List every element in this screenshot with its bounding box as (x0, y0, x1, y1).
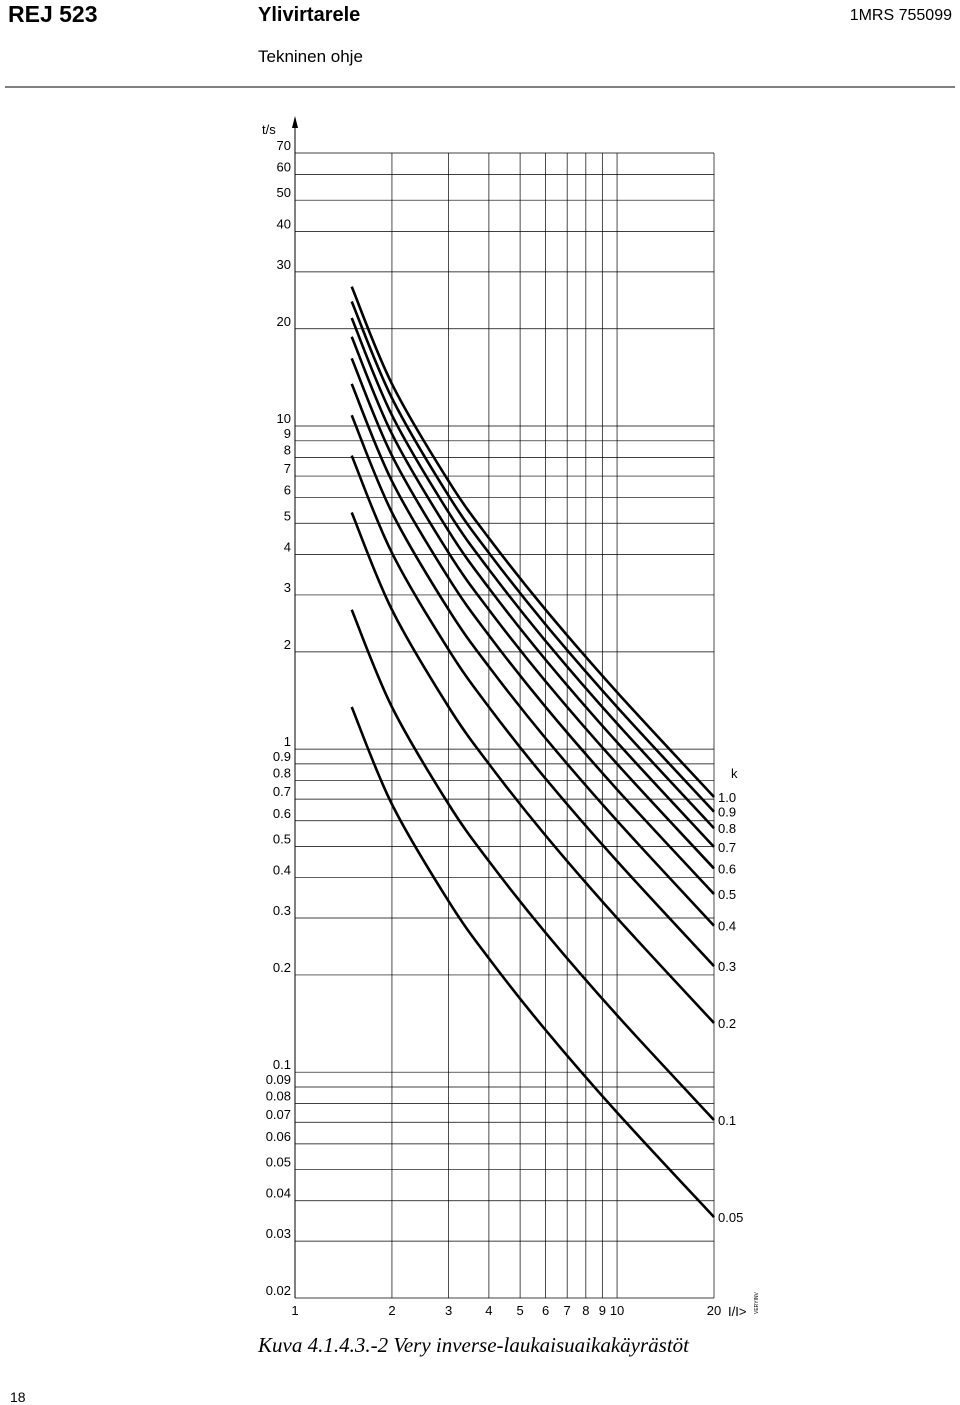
y-tick-label: 0.4 (273, 863, 291, 878)
x-tick-label: 6 (542, 1303, 549, 1318)
product: REJ 523 (8, 1, 98, 27)
y-tick-label: 3 (284, 580, 291, 595)
legend-label: 0.5 (718, 887, 736, 902)
y-tick-label: 1 (284, 734, 291, 749)
y-tick-label: 0.2 (273, 960, 291, 975)
y-tick-label: 0.06 (266, 1129, 291, 1144)
caption: Kuva 4.1.4.3.-2 Very inverse-laukaisuaik… (257, 1333, 690, 1357)
y-tick-label: 60 (277, 160, 291, 175)
legend-label: 0.7 (718, 840, 736, 855)
y-tick-label: 0.04 (266, 1186, 291, 1201)
y-axis-label: t/s (262, 122, 276, 137)
y-tick-label: 7 (284, 461, 291, 476)
legend-label: 0.1 (718, 1113, 736, 1128)
page-number: 18 (10, 1389, 26, 1405)
x-tick-label: 9 (599, 1303, 606, 1318)
curve (350, 706, 715, 1218)
curve (350, 511, 715, 1024)
y-tick-label: 0.09 (266, 1072, 291, 1087)
curve (350, 300, 715, 813)
chart: 706050403020109876543210.90.80.70.60.50.… (262, 116, 760, 1319)
curve (350, 609, 715, 1121)
y-tick-label: 2 (284, 637, 291, 652)
y-tick-label: 0.05 (266, 1154, 291, 1169)
figure-code: VERYINV (754, 1291, 760, 1314)
curve (350, 286, 715, 798)
legend-label: 0.4 (718, 919, 736, 934)
x-tick-label: 10 (610, 1303, 624, 1318)
legend-label: 0.9 (718, 805, 736, 820)
y-tick-label: 5 (284, 508, 291, 523)
y-tick-label: 9 (284, 426, 291, 441)
x-tick-label: 8 (582, 1303, 589, 1318)
y-tick-label: 40 (277, 217, 291, 232)
doc-title: Ylivirtarele (258, 4, 360, 26)
legend-label: 0.6 (718, 862, 736, 877)
y-tick-label: 4 (284, 540, 291, 555)
y-tick-label: 8 (284, 442, 291, 457)
y-tick-label: 50 (277, 185, 291, 200)
y-tick-label: 0.1 (273, 1057, 291, 1072)
y-tick-label: 0.9 (273, 749, 291, 764)
y-tick-label: 6 (284, 483, 291, 498)
y-tick-label: 30 (277, 257, 291, 272)
curve (350, 357, 715, 870)
doc-id: 1MRS 755099 (850, 7, 952, 24)
legend-label: 0.2 (718, 1016, 736, 1031)
x-axis-label: I/I> (728, 1304, 746, 1319)
y-tick-label: 0.6 (273, 806, 291, 821)
x-tick-label: 20 (707, 1303, 721, 1318)
legend-label: 0.3 (718, 959, 736, 974)
x-tick-label: 4 (485, 1303, 492, 1318)
y-tick-label: 10 (277, 411, 291, 426)
y-tick-label: 0.5 (273, 831, 291, 846)
curve (350, 383, 715, 895)
y-tick-label: 0.7 (273, 784, 291, 799)
y-tick-label: 0.03 (266, 1226, 291, 1241)
y-tick-label: 70 (277, 138, 291, 153)
y-axis-arrow (292, 116, 298, 128)
curve (350, 414, 715, 927)
x-tick-label: 5 (516, 1303, 523, 1318)
y-tick-label: 0.8 (273, 765, 291, 780)
curve (350, 317, 715, 830)
x-tick-label: 2 (388, 1303, 395, 1318)
legend-label: 0.8 (718, 821, 736, 836)
legend-label: 1.0 (718, 790, 736, 805)
doc-subtitle: Tekninen ohje (258, 47, 363, 66)
y-tick-label: 0.02 (266, 1283, 291, 1298)
x-tick-label: 7 (564, 1303, 571, 1318)
y-tick-label: 20 (277, 314, 291, 329)
curve (350, 455, 715, 967)
curve (350, 336, 715, 848)
y-tick-label: 0.08 (266, 1088, 291, 1103)
y-tick-label: 0.07 (266, 1107, 291, 1122)
x-tick-label: 1 (291, 1303, 298, 1318)
y-tick-label: 0.3 (273, 903, 291, 918)
legend-label: 0.05 (718, 1210, 743, 1225)
legend-title: k (731, 766, 738, 781)
x-tick-label: 3 (445, 1303, 452, 1318)
